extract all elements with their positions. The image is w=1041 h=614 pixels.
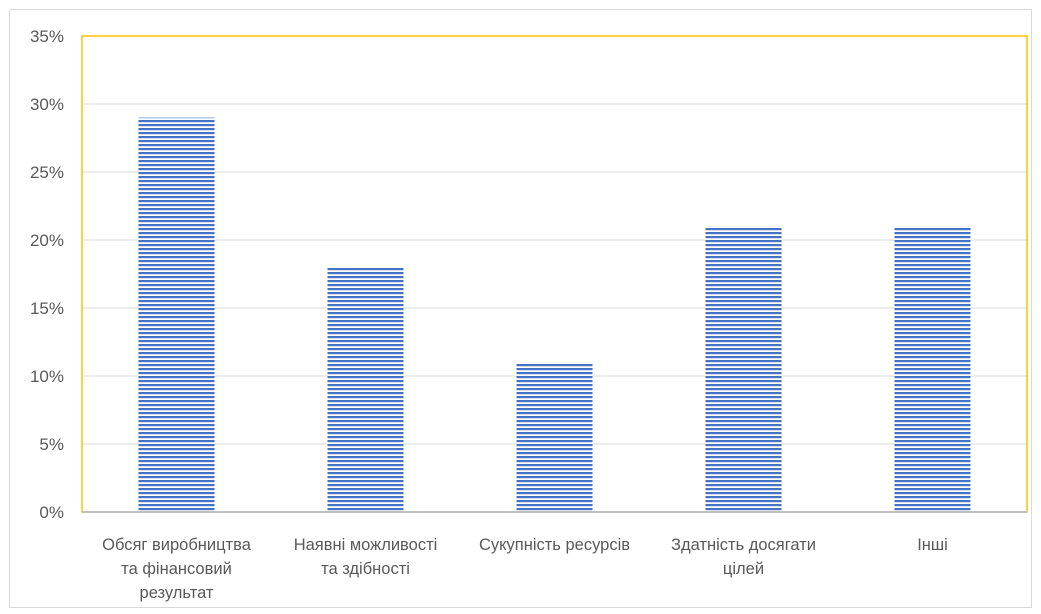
y-tick-label: 5% xyxy=(39,435,64,454)
x-category-label: Наявні можливості та здібності xyxy=(294,536,438,578)
y-tick-label: 25% xyxy=(30,163,64,182)
bar xyxy=(705,226,782,512)
bars xyxy=(138,117,971,512)
y-tick-label: 30% xyxy=(30,95,64,114)
x-category-label-line: Інші xyxy=(917,536,948,554)
bar xyxy=(516,362,593,512)
bar xyxy=(894,226,971,512)
x-category-label-line: Здатність досягати xyxy=(671,536,816,554)
x-category-label-line: та здібності xyxy=(321,560,410,578)
y-tick-label: 10% xyxy=(30,367,64,386)
bar xyxy=(327,267,404,512)
y-tick-label: 35% xyxy=(30,27,64,46)
y-tick-label: 0% xyxy=(39,503,64,522)
gridlines xyxy=(82,103,1027,445)
x-category-label-line: результат xyxy=(140,584,214,602)
y-axis-tick-labels: 0% 5% 10% 15% 20% 25% 30% 35% xyxy=(30,27,64,522)
x-category-label-line: та фінансовий xyxy=(121,560,232,578)
y-tick-label: 20% xyxy=(30,231,64,250)
x-category-label: Обсяг виробництва та фінансовий результат xyxy=(102,536,252,602)
x-axis-category-labels: Обсяг виробництва та фінансовий результат Н… xyxy=(102,536,948,602)
x-category-label-line: Сукупність ресурсів xyxy=(479,536,630,554)
y-tick-label: 15% xyxy=(30,299,64,318)
x-category-label: Інші xyxy=(917,536,948,554)
bar xyxy=(138,117,215,512)
x-category-label: Сукупність ресурсів xyxy=(479,536,630,554)
x-category-label-line: цілей xyxy=(723,560,764,578)
x-category-label-line: Обсяг виробництва xyxy=(102,536,252,554)
x-category-label: Здатність досягати цілей xyxy=(671,536,816,578)
x-category-label-line: Наявні можливості xyxy=(294,536,438,554)
